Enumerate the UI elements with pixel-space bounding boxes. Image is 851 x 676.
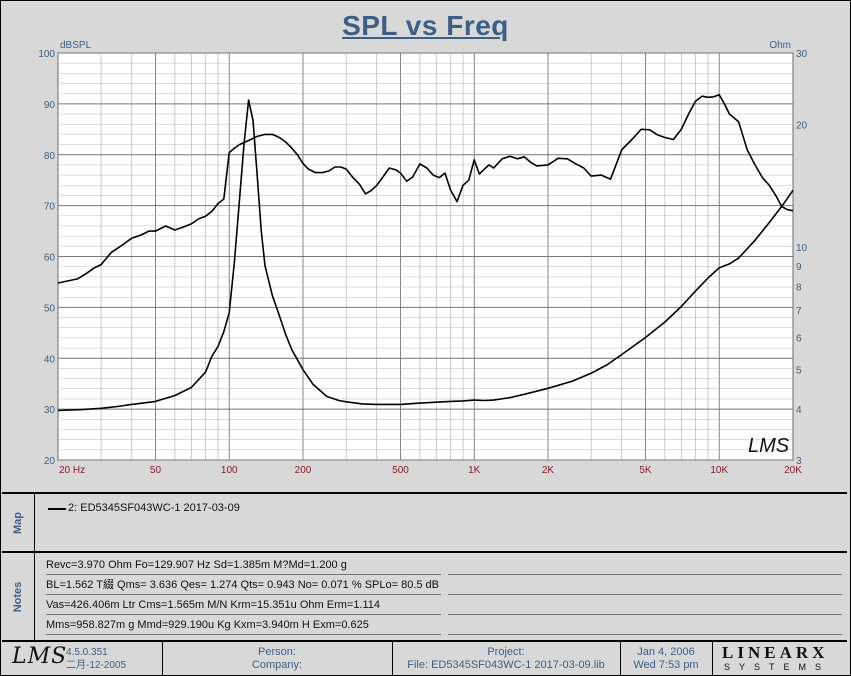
- footer-person-cell: Person: Company:: [162, 642, 393, 676]
- y-right-tick-label: 20: [796, 121, 808, 132]
- x-tick-label: 5K: [639, 465, 652, 476]
- file-label: File: ED5345SF043WC-1 2017-03-09.lib: [407, 659, 605, 671]
- map-side-label: Map: [2, 494, 35, 552]
- y-left-tick-label: 80: [44, 151, 56, 162]
- x-tick-label: 500: [392, 465, 409, 476]
- impedance-curve: [57, 99, 794, 412]
- version-date: 二月-12-2005: [66, 660, 127, 671]
- notes-line-4-right: [448, 617, 842, 635]
- x-tick-label: 20 Hz: [59, 465, 85, 476]
- y-right-tick-label: 10: [796, 243, 808, 254]
- version-info: 4.5.0.351 二月-12-2005: [66, 646, 126, 672]
- y-left-tick-label: 100: [38, 49, 55, 60]
- chart-lms-logo: LMS: [748, 435, 790, 457]
- x-tick-label: 10K: [710, 465, 728, 476]
- notes-line-3: Vas=426.406m Ltr Cms=1.565m M/N Krm=15.3…: [46, 597, 441, 615]
- data-series: [57, 93, 794, 412]
- y-right-tick-label: 5: [796, 366, 802, 377]
- x-tick-label: 200: [295, 465, 312, 476]
- x-tick-label: 20K: [784, 465, 802, 476]
- y-left-tick-label: 40: [44, 354, 56, 365]
- lms-logo: LMS: [12, 644, 68, 669]
- spl-curve: [57, 93, 794, 284]
- x-tick-label: 2K: [542, 465, 555, 476]
- y-left-tick-label: 60: [44, 253, 56, 264]
- legend-swatch: [48, 508, 66, 510]
- footer-date: Jan 4, 2006: [637, 646, 695, 658]
- x-tick-label: 100: [221, 465, 238, 476]
- footer-project-cell: Project: File: ED5345SF043WC-1 2017-03-0…: [392, 642, 621, 676]
- y-right-tick-labels: 3 4 5 6 7 8 9 10 20 30: [796, 49, 808, 467]
- linearx-subtitle: SYSTEMS: [724, 662, 831, 672]
- notes-side-label: Notes: [2, 553, 35, 640]
- notes-line-1-right: [448, 557, 842, 575]
- company-label: Company:: [251, 659, 303, 671]
- y-left-tick-labels: 20 30 40 50 60 70 80 90 100: [38, 49, 55, 467]
- y-right-tick-label: 30: [796, 49, 808, 60]
- y-right-tick-label: 3: [796, 456, 802, 467]
- x-tick-label: 50: [150, 465, 162, 476]
- y-right-tick-label: 9: [796, 262, 802, 273]
- legend-entry: 2: ED5345SF043WC-1 2017-03-09: [68, 502, 240, 514]
- notes-line-1: Revc=3.970 Ohm Fo=129.907 Hz Sd=1.385m M…: [46, 557, 441, 575]
- footer-bar: LMS 4.5.0.351 二月-12-2005 Person: Company…: [2, 640, 847, 676]
- x-tick-label: 1K: [468, 465, 481, 476]
- notes-line-3-right: [448, 597, 842, 615]
- map-panel: Map 2: ED5345SF043WC-1 2017-03-09: [2, 492, 847, 552]
- footer-brand-cell: LINEARX SYSTEMS: [712, 642, 847, 676]
- x-tick-labels: 20 Hz 50 100 200 500 1K 2K 5K 10K 20K: [59, 465, 802, 476]
- notes-line-4: Mms=958.827m g Mmd=929.190u Kg Kxm=3.940…: [46, 617, 441, 635]
- y-left-axis-label: dBSPL: [60, 40, 92, 51]
- spl-chart: 20 Hz 50 100 200 500 1K 2K 5K 10K 20K 20 30 40 50 60 7…: [38, 40, 808, 476]
- version-number: 4.5.0.351: [66, 647, 108, 658]
- notes-panel: Notes Revc=3.970 Ohm Fo=129.907 Hz Sd=1.…: [2, 551, 847, 640]
- y-left-tick-label: 90: [44, 100, 56, 111]
- project-label: Project:: [487, 646, 525, 658]
- footer-date-cell: Jan 4, 2006 Wed 7:53 pm: [620, 642, 713, 676]
- y-right-axis-label: Ohm: [769, 40, 791, 51]
- y-left-tick-label: 50: [44, 303, 56, 314]
- footer-time: Wed 7:53 pm: [633, 659, 699, 671]
- grid-lines: [57, 52, 794, 461]
- y-right-tick-label: 8: [796, 283, 802, 294]
- linearx-logo: LINEARX: [722, 643, 829, 662]
- notes-line-2-right: [448, 577, 842, 595]
- y-right-tick-label: 4: [796, 405, 802, 416]
- chart-title: SPL vs Freq: [342, 10, 509, 41]
- notes-line-2: BL=1.562 T綴 Qms= 3.636 Qes= 1.274 Qts= 0…: [46, 577, 441, 595]
- y-right-tick-label: 7: [796, 306, 802, 317]
- y-left-tick-label: 20: [44, 456, 56, 467]
- y-left-tick-label: 70: [44, 202, 56, 213]
- y-right-tick-label: 6: [796, 333, 802, 344]
- footer-version-cell: LMS 4.5.0.351 二月-12-2005: [2, 642, 163, 676]
- person-label: Person:: [258, 646, 296, 658]
- y-left-tick-label: 30: [44, 405, 56, 416]
